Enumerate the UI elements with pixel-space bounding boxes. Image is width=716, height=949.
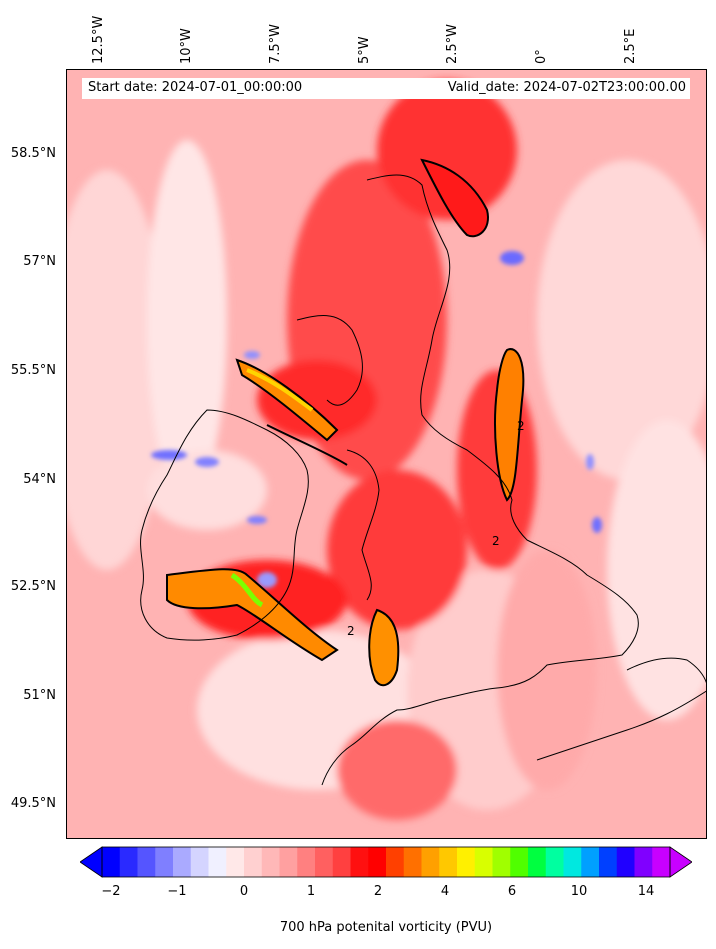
colorbar-cell (155, 847, 174, 877)
colorbar (80, 846, 692, 878)
colorbar-cell (439, 847, 458, 877)
colorbar-cell (616, 847, 635, 877)
lon-label: 10°W (179, 28, 194, 64)
contour-label: 2 (492, 534, 500, 548)
colorbar-cell (137, 847, 156, 877)
contour-label: 2 (517, 419, 525, 433)
lat-label: 54°N (23, 472, 56, 487)
lat-label: 52.5°N (10, 579, 56, 594)
colorbar-tick-label: 6 (507, 884, 517, 899)
colorbar-cell (492, 847, 511, 877)
start-date-label: Start date: 2024-07-01_00:00:00 (88, 80, 303, 95)
colorbar-tick-label: 10 (570, 884, 588, 899)
contour-label: 2 (347, 624, 355, 638)
map-panel: 2 2 2 (66, 69, 707, 839)
colorbar-cell (332, 847, 351, 877)
colorbar-cell (563, 847, 582, 877)
lat-label: 55.5°N (10, 363, 56, 378)
colorbar-tick-label: 0 (239, 884, 249, 899)
lon-label: 2.5°E (623, 28, 638, 64)
colorbar-min-extend (80, 846, 103, 878)
colorbar-cell (208, 847, 227, 877)
colorbar-cell (315, 847, 334, 877)
lon-label: 12.5°W (91, 15, 106, 64)
lon-label: 7.5°W (268, 23, 283, 64)
colorbar-cell (652, 847, 671, 877)
colorbar-cell (528, 847, 547, 877)
colorbar-outline (101, 846, 671, 878)
colorbar-cell (474, 847, 493, 877)
colorbar-cell (297, 847, 316, 877)
colorbar-cell (226, 847, 245, 877)
colorbar-cell (421, 847, 440, 877)
colorbar-cell (581, 847, 600, 877)
lat-label: 51°N (23, 688, 56, 703)
colorbar-cell (261, 847, 280, 877)
coastlines (140, 174, 706, 786)
colorbar-max-extend (669, 846, 692, 878)
high-pv-bands (166, 158, 525, 687)
colorbar-label: 700 hPa potenital vorticity (PVU) (279, 920, 493, 935)
lat-label: 49.5°N (10, 796, 56, 811)
colorbar-tick-label: 14 (637, 884, 655, 899)
colorbar-tick-label: 4 (440, 884, 450, 899)
colorbar-cell (368, 847, 387, 877)
colorbar-cell (279, 847, 298, 877)
colorbar-cell (634, 847, 653, 877)
lat-label: 58.5°N (10, 146, 56, 161)
valid-date-label: Valid_date: 2024-07-02T23:00:00.00 (447, 80, 686, 95)
colorbar-cell (102, 847, 121, 877)
colorbar-cell (457, 847, 476, 877)
colorbar-cell (244, 847, 263, 877)
colorbar-cell (386, 847, 405, 877)
lon-label: 2.5°W (445, 23, 460, 64)
colorbar-tick-label: −2 (101, 884, 121, 899)
lat-label: 57°N (23, 254, 56, 269)
colorbar-cell (510, 847, 529, 877)
colorbar-tick-label: −1 (167, 884, 187, 899)
colorbar-cell (119, 847, 138, 877)
lon-label: 0° (534, 49, 549, 64)
colorbar-cell (350, 847, 369, 877)
colorbar-cell (173, 847, 192, 877)
info-box (82, 78, 690, 99)
colorbar-cell (599, 847, 618, 877)
colorbar-tick-label: 1 (306, 884, 316, 899)
pv-shading (67, 80, 706, 820)
colorbar-cell (403, 847, 422, 877)
colorbar-cell (190, 847, 209, 877)
colorbar-cell (545, 847, 564, 877)
pv-field-map: 2 2 2 (67, 70, 706, 838)
lon-label: 5°W (357, 36, 372, 64)
colorbar-tick-label: 2 (373, 884, 383, 899)
